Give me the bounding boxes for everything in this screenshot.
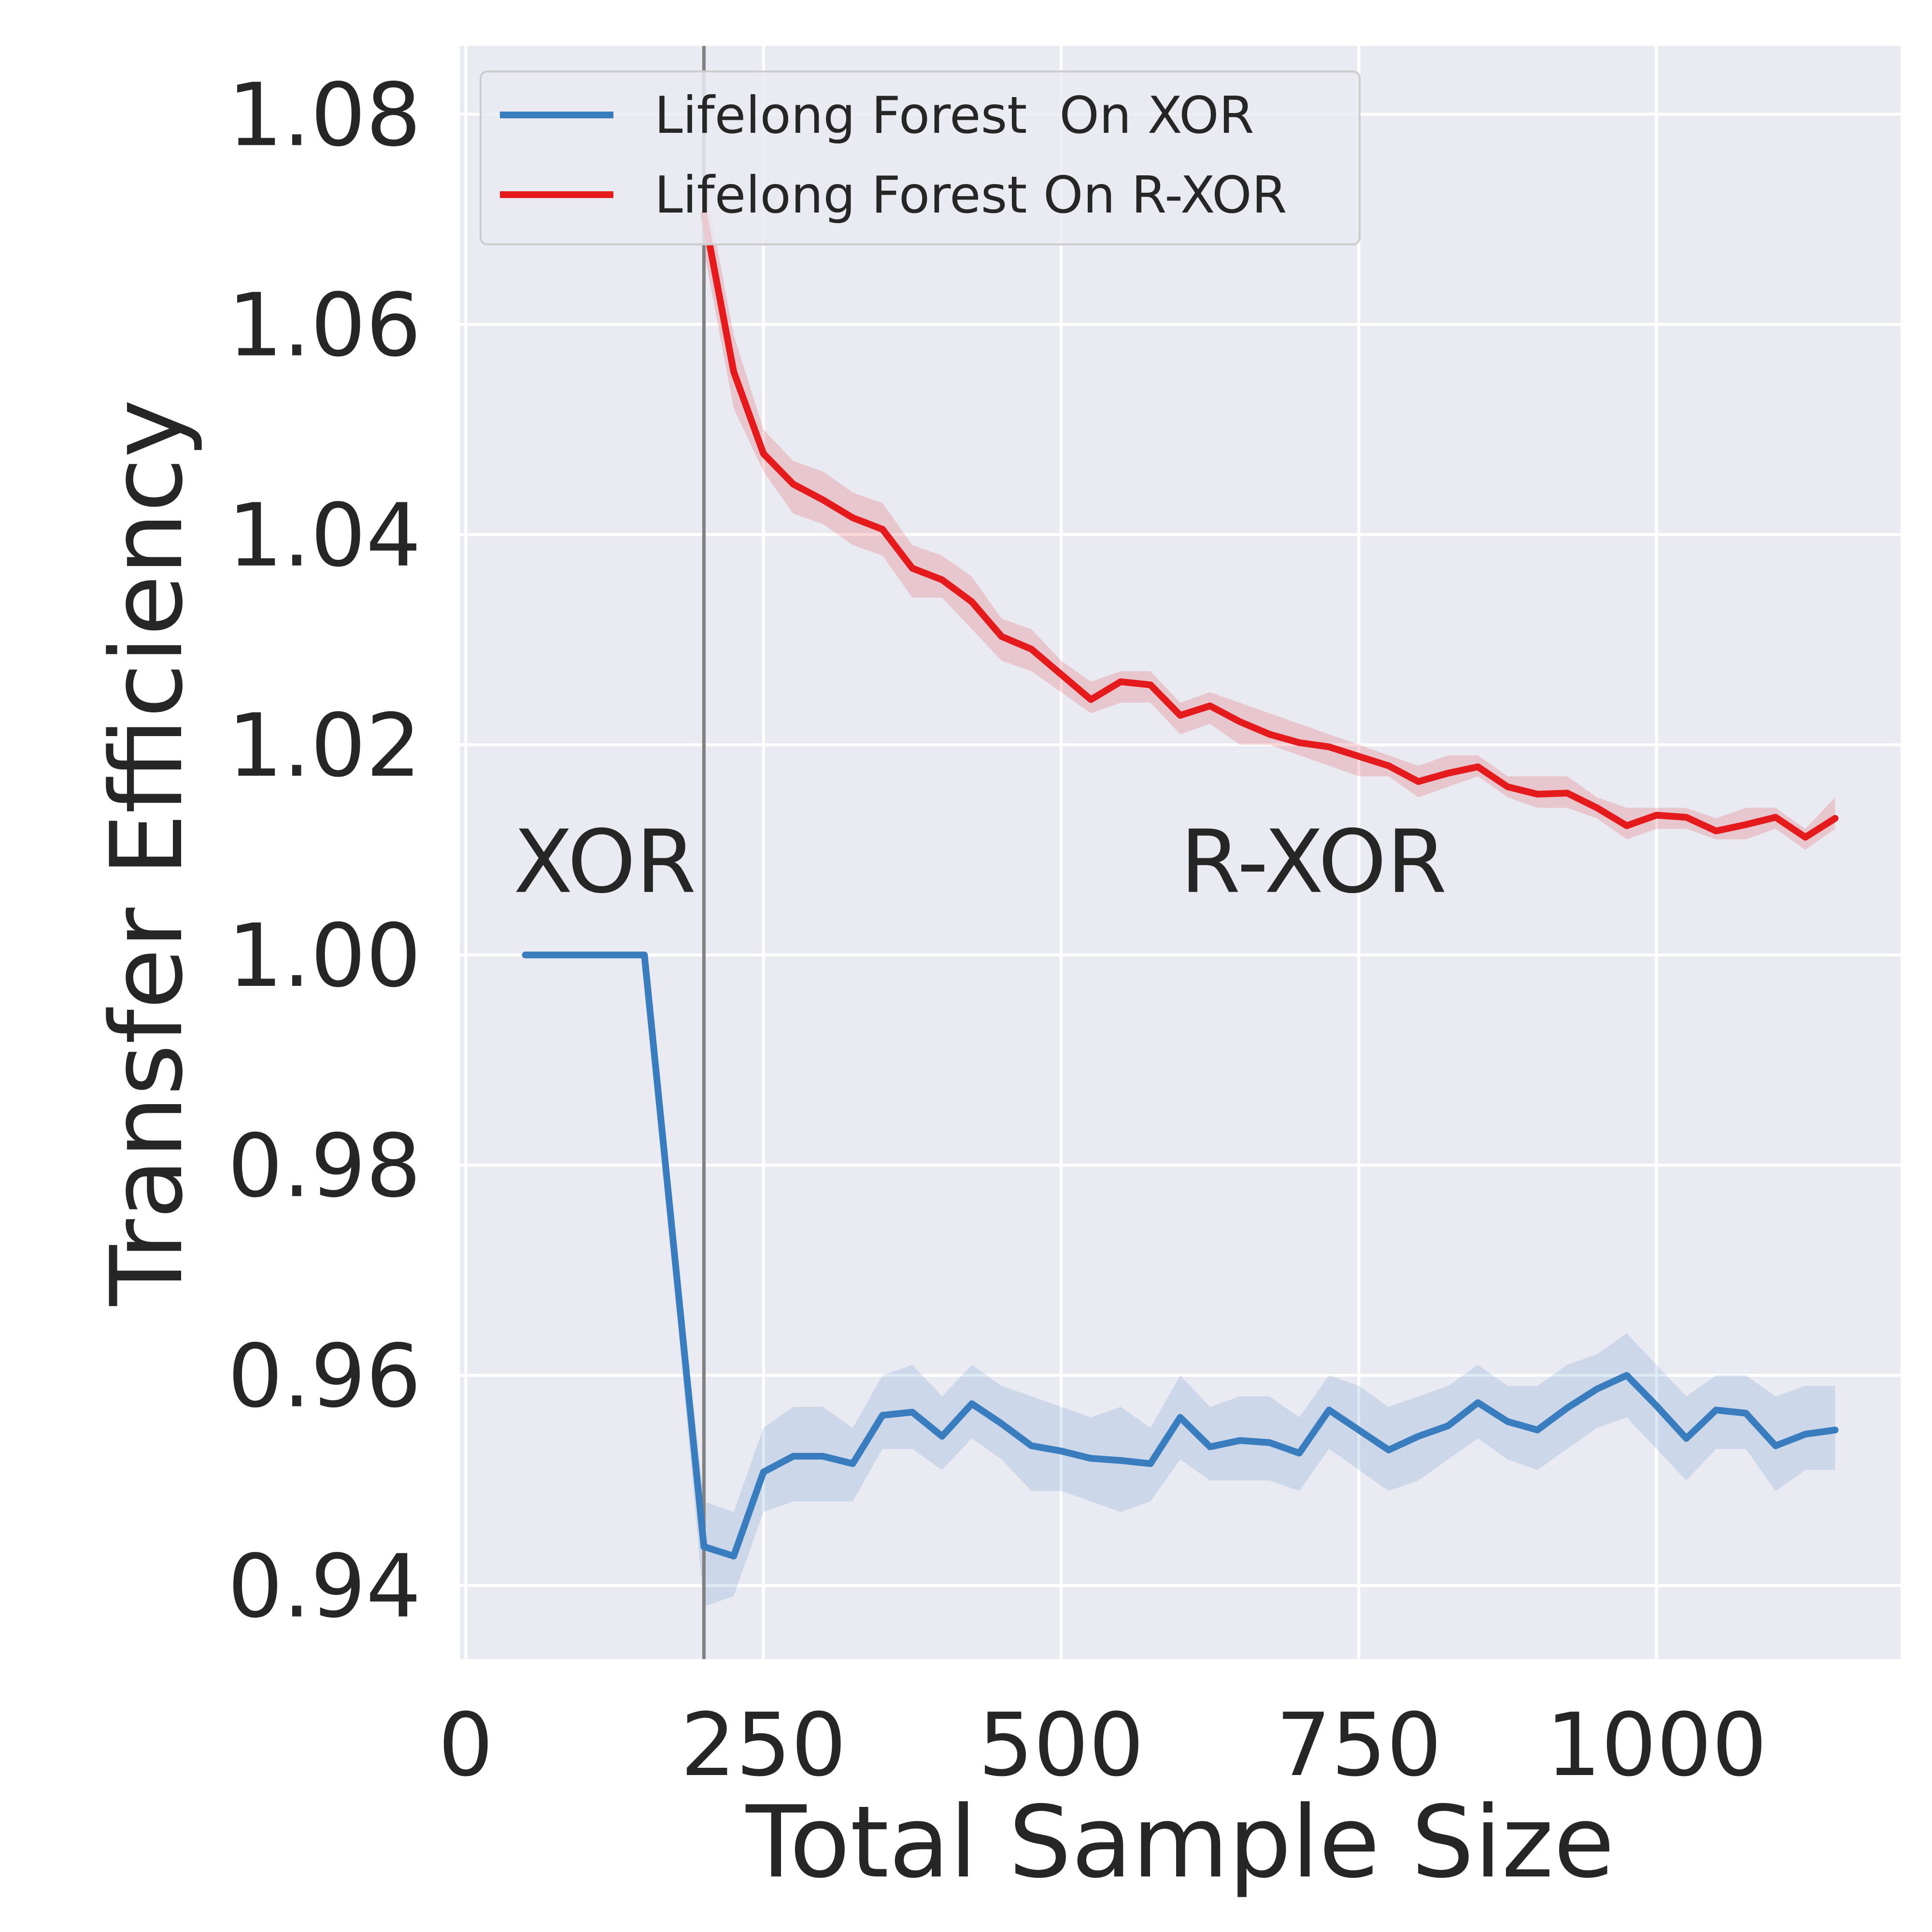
series-line-xor [522,952,1839,1560]
legend-label-rxor: Lifelong Forest On R-XOR [654,166,1287,225]
y-axis-label: Transfer Efficiency [90,399,205,1307]
confidence-bands [525,177,1835,1607]
x-tick-label: 1000 [1546,1695,1767,1796]
plot-area-background [460,46,1901,1659]
legend-box [480,71,1361,245]
y-tick-label: 1.04 [227,485,421,586]
x-tick-label: 0 [438,1695,494,1796]
annotations: XOR R-XOR [513,812,1447,913]
region-label-xor: XOR [513,812,696,913]
x-tick-label: 750 [1276,1695,1442,1796]
tick-labels: 0 250 500 750 1000 0.94 0.96 0.98 1.00 1.02 1.04 1.… [227,65,1767,1796]
y-tick-label: 1.02 [227,696,421,796]
region-label-r-xor: R-XOR [1180,812,1447,913]
x-tick-label: 250 [681,1695,847,1796]
x-tick-label: 500 [978,1695,1144,1796]
series-line-rxor [700,211,1839,841]
y-tick-label: 0.96 [227,1326,421,1427]
confidence-band-rxor [704,177,1835,850]
legend: Lifelong Forest On XOR Lifelong Forest O… [480,71,1361,245]
legend-label-xor: Lifelong Forest On XOR [654,86,1254,145]
y-tick-label: 1.08 [227,65,421,166]
confidence-band-xor [525,955,1835,1607]
y-tick-label: 0.98 [227,1116,421,1217]
x-axis-label: Total Sample Size [745,1785,1615,1900]
y-tick-label: 0.94 [227,1536,421,1637]
y-tick-label: 1.00 [227,906,421,1007]
y-tick-label: 1.06 [227,275,421,376]
series-lines [522,211,1839,1560]
